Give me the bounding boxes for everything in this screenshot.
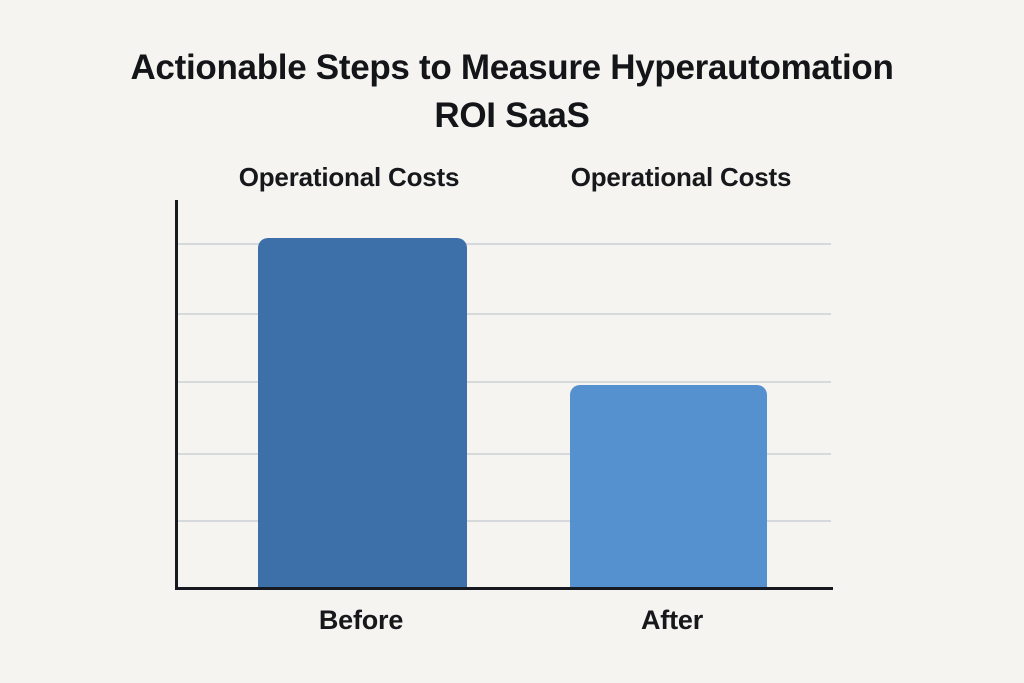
bar-chart: Operational Costs Operational Costs Befo… — [175, 162, 835, 635]
gridline — [178, 381, 831, 384]
gridline — [178, 519, 831, 522]
gridline — [178, 243, 831, 246]
gridline — [178, 313, 831, 316]
series-label-before: Operational Costs — [238, 162, 460, 192]
x-axis — [175, 587, 833, 590]
bar-after — [570, 385, 767, 587]
x-tick-label-before: Before — [318, 605, 404, 635]
y-axis — [175, 200, 178, 590]
x-tick-label-after: After — [640, 605, 704, 635]
series-label-after: Operational Costs — [570, 162, 792, 192]
gridline — [178, 452, 831, 455]
chart-title-line-2: ROI SaaS — [434, 96, 590, 135]
chart-title-line-1: Actionable Steps to Measure Hyperautomat… — [130, 48, 894, 87]
bar-before — [258, 238, 467, 587]
chart-title: Actionable Steps to Measure Hyperautomat… — [0, 44, 1024, 140]
